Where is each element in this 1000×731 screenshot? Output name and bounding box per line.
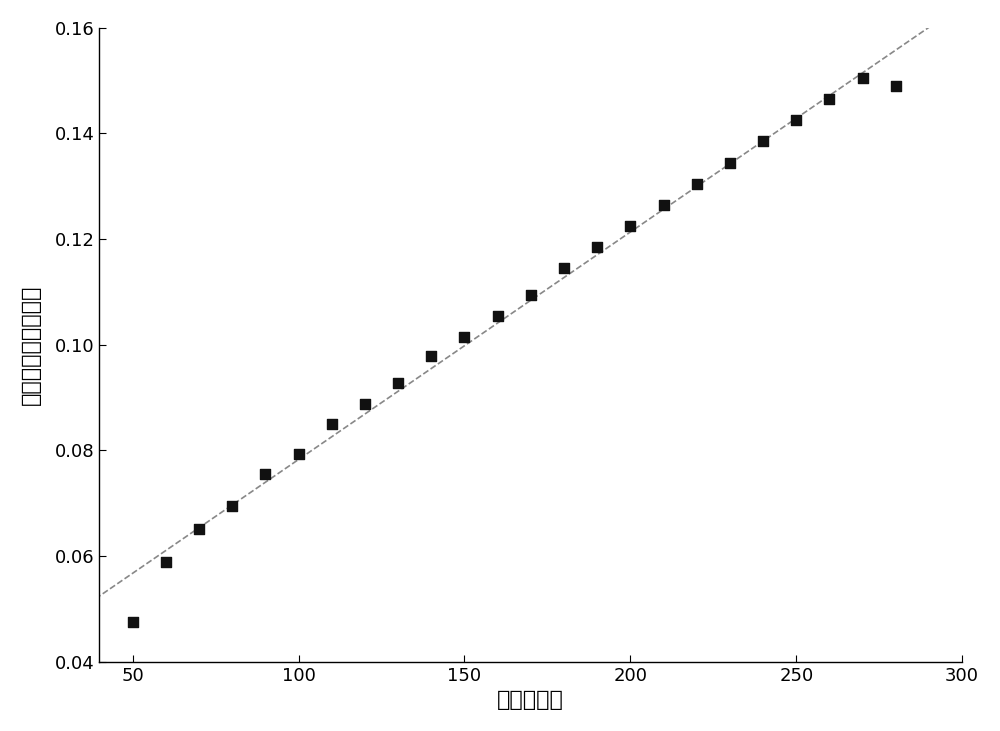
Point bbox=[755, 135, 771, 147]
Point bbox=[224, 500, 240, 512]
Point bbox=[158, 556, 174, 568]
Point bbox=[523, 289, 539, 300]
Point bbox=[622, 220, 638, 232]
Point bbox=[556, 262, 572, 274]
Point bbox=[423, 351, 439, 363]
Point bbox=[291, 448, 307, 460]
Point bbox=[324, 418, 340, 430]
Point bbox=[125, 616, 141, 628]
Point bbox=[191, 523, 207, 535]
Point bbox=[456, 331, 472, 343]
Point bbox=[257, 469, 273, 480]
Point bbox=[357, 398, 373, 410]
X-axis label: 温度［开］: 温度［开］ bbox=[497, 690, 564, 711]
Point bbox=[821, 94, 837, 105]
Point bbox=[589, 241, 605, 253]
Point bbox=[490, 310, 506, 322]
Point bbox=[888, 80, 904, 92]
Point bbox=[788, 115, 804, 126]
Point bbox=[855, 72, 871, 84]
Y-axis label: 热导率［瓦／开米］: 热导率［瓦／开米］ bbox=[21, 284, 41, 405]
Point bbox=[722, 156, 738, 168]
Point bbox=[390, 377, 406, 389]
Point bbox=[689, 178, 705, 189]
Point bbox=[656, 199, 672, 211]
